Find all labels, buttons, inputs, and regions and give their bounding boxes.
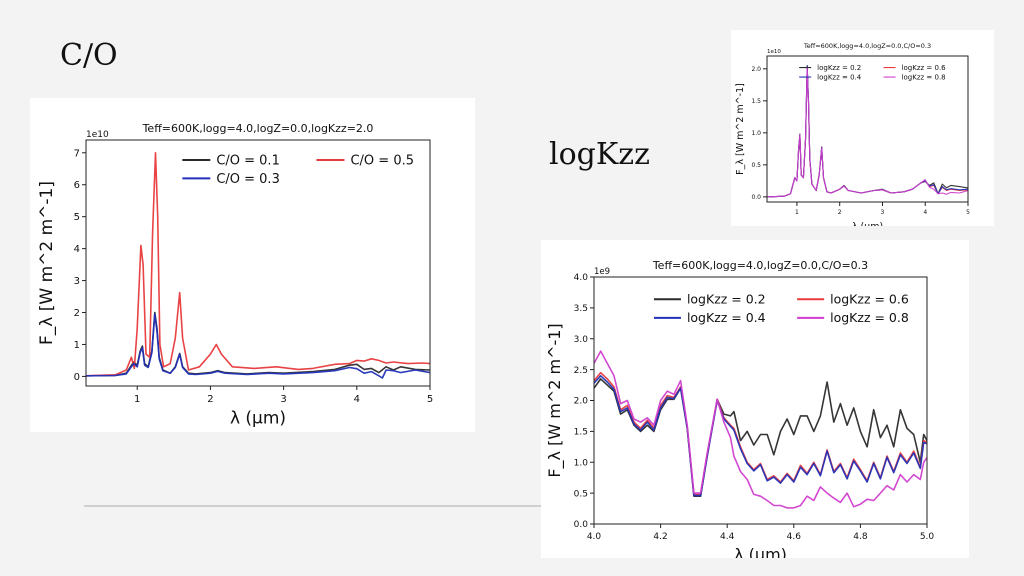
chart-small-y-tick-label-0: 0.0 xyxy=(751,194,761,201)
chart-co-x-tick-label-3: 4 xyxy=(354,394,360,405)
chart-zoom-x-tick-label-4: 4.8 xyxy=(853,532,868,542)
chart-zoom-x-tick-label-3: 4.6 xyxy=(787,532,802,542)
chart-zoom-y-tick-label-8: 4.0 xyxy=(574,273,589,283)
chart-zoom-series-group xyxy=(594,350,927,509)
chart-small-series-group xyxy=(767,65,968,198)
chart-small-legend-label-2: logKzz = 0.4 xyxy=(817,74,862,82)
chart-zoom-x-tick-label-0: 4.0 xyxy=(587,532,602,542)
chart-zoom-y-tick-label-7: 3.5 xyxy=(574,304,588,314)
chart-small-series-line-3 xyxy=(767,66,968,198)
chart-co: Teff=600K,logg=4.0,logZ=0.0,logKzz=2.0 1e… xyxy=(37,122,433,429)
chart-co-y-tick-label-7: 7 xyxy=(74,148,80,159)
chart-zoom-y-tick-label-5: 2.5 xyxy=(574,366,588,376)
chart-co-x-tick-label-2: 3 xyxy=(280,394,286,405)
section-title-co: C/O xyxy=(60,38,118,73)
chart-small-exponent-label: 1e10 xyxy=(767,49,781,55)
chart-zoom-x-tick-label-5: 5.0 xyxy=(920,532,935,542)
chart-zoom-x-tick-label-2: 4.4 xyxy=(720,532,735,542)
chart-co-y-tick-label-0: 0 xyxy=(74,372,80,383)
chart-co-legend-label-1: C/O = 0.5 xyxy=(350,154,414,169)
chart-zoom-series-line-2 xyxy=(594,375,927,497)
chart-zoom-y-axis-label: F_λ [W m^2 m^-1] xyxy=(545,323,565,477)
chart-small-plot-frame xyxy=(766,55,969,203)
chart-co-series-line-2 xyxy=(86,313,430,379)
chart-zoom-exponent-label: 1e9 xyxy=(594,267,610,277)
chart-zoom-x-axis-label: λ (μm) xyxy=(734,545,787,558)
chart-zoom-legend-label-1: logKzz = 0.6 xyxy=(830,292,909,307)
chart-small-legend-label-1: logKzz = 0.6 xyxy=(902,64,947,72)
chart-co-y-tick-label-5: 5 xyxy=(74,212,80,223)
chart-logkzz-full: Teff=600K,logg=4.0,logZ=0.0,C/O=0.3 1e10 1… xyxy=(735,42,970,226)
chart-co-x-tick-label-0: 1 xyxy=(134,394,140,405)
chart-small-x-tick-label-4: 5 xyxy=(966,209,970,216)
chart-small-legend: logKzz = 0.2 logKzz = 0.6 logKzz = 0.4 logK… xyxy=(799,64,947,82)
chart-zoom-legend-label-3: logKzz = 0.8 xyxy=(830,310,909,325)
chart-small-y-tick-label-2: 1.0 xyxy=(751,130,761,137)
chart-zoom-x-tick-label-1: 4.2 xyxy=(653,532,667,542)
chart-small-y-tick-label-3: 1.5 xyxy=(751,98,761,105)
chart-zoom-y-tick-label-4: 2.0 xyxy=(574,397,589,407)
chart-zoom-series-line-3 xyxy=(594,350,927,509)
chart-co-exponent-label: 1e10 xyxy=(86,130,109,140)
chart-small-y-axis-label: F_λ [W m^2 m^-1] xyxy=(735,83,746,175)
chart-co-y-tick-label-3: 3 xyxy=(74,276,80,287)
chart-zoom-y-tick-label-2: 1.0 xyxy=(574,458,589,468)
chart-panel-logkzz-zoom: Teff=600K,logg=4.0,logZ=0.0,C/O=0.3 1e9 4.… xyxy=(541,240,969,558)
chart-co-x-tick-label-4: 5 xyxy=(427,394,433,405)
section-title-logkzz: logKzz xyxy=(549,137,650,172)
chart-co-y-axis-label: F_λ [W m^2 m^-1] xyxy=(37,181,57,345)
chart-zoom-legend: logKzz = 0.2 logKzz = 0.6 logKzz = 0.4 logK… xyxy=(653,292,909,325)
chart-co-plot-frame xyxy=(85,139,431,387)
chart-zoom-title: Teff=600K,logg=4.0,logZ=0.0,C/O=0.3 xyxy=(652,259,868,272)
chart-co-legend-label-2: C/O = 0.3 xyxy=(216,172,280,187)
chart-zoom-legend-label-0: logKzz = 0.2 xyxy=(687,292,766,307)
chart-zoom-y-tick-label-1: 0.5 xyxy=(574,489,588,499)
chart-co-series-line-1 xyxy=(86,152,430,377)
chart-zoom-series-line-0 xyxy=(594,378,927,497)
chart-zoom-y-tick-label-3: 1.5 xyxy=(574,428,588,438)
chart-co-y-tick-label-2: 2 xyxy=(74,308,80,319)
chart-small-x-tick-label-2: 3 xyxy=(881,209,885,216)
chart-co-title: Teff=600K,logg=4.0,logZ=0.0,logKzz=2.0 xyxy=(142,122,374,135)
divider-line xyxy=(84,505,554,507)
chart-zoom-legend-label-2: logKzz = 0.4 xyxy=(687,310,766,325)
chart-zoom-y-tick-label-0: 0.0 xyxy=(574,520,589,530)
chart-co-series-group xyxy=(86,152,430,379)
chart-zoom-series-line-1 xyxy=(594,371,927,496)
chart-zoom-y-tick-label-6: 3.0 xyxy=(574,335,589,345)
chart-co-x-tick-label-1: 2 xyxy=(207,394,213,405)
chart-small-y-tick-label-1: 0.5 xyxy=(751,162,761,169)
chart-co-y-tick-label-6: 6 xyxy=(74,180,80,191)
chart-co-legend-label-0: C/O = 0.1 xyxy=(216,154,280,169)
chart-panel-co: Teff=600K,logg=4.0,logZ=0.0,logKzz=2.0 1e… xyxy=(30,98,475,432)
chart-small-legend-label-3: logKzz = 0.8 xyxy=(902,74,946,82)
chart-small-x-tick-label-3: 4 xyxy=(923,209,927,216)
chart-co-x-axis-label: λ (μm) xyxy=(230,409,286,429)
chart-co-y-tick-label-1: 1 xyxy=(74,340,80,351)
chart-small-title: Teff=600K,logg=4.0,logZ=0.0,C/O=0.3 xyxy=(803,42,931,50)
chart-small-x-axis-label: λ (μm) xyxy=(852,222,883,226)
chart-small-x-tick-label-1: 2 xyxy=(838,209,842,216)
chart-co-y-tick-label-4: 4 xyxy=(74,244,80,255)
chart-small-x-tick-label-0: 1 xyxy=(795,209,799,216)
chart-panel-logkzz-full: Teff=600K,logg=4.0,logZ=0.0,C/O=0.3 1e10 1… xyxy=(731,30,994,226)
chart-small-y-tick-label-4: 2.0 xyxy=(751,66,761,73)
chart-co-legend: C/O = 0.1 C/O = 0.5 C/O = 0.3 xyxy=(182,154,414,187)
chart-small-legend-label-0: logKzz = 0.2 xyxy=(817,64,861,72)
chart-logkzz-zoom: Teff=600K,logg=4.0,logZ=0.0,C/O=0.3 1e9 4.… xyxy=(545,259,935,558)
